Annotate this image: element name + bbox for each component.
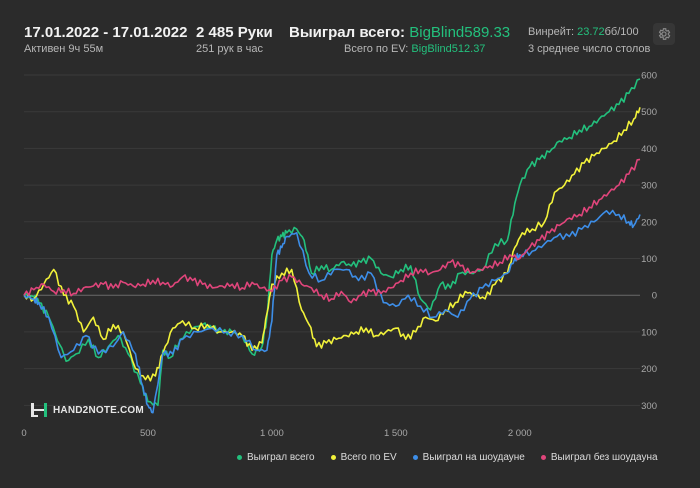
ev-total-label: Всего по EV:: [344, 43, 409, 55]
x-tick-label: 0: [21, 428, 26, 439]
hand2note-logo-icon: [31, 403, 47, 417]
legend-item-ev[interactable]: Всего по EV: [330, 452, 397, 463]
winrate-value: 23.72: [577, 26, 605, 38]
chart-series: [23, 78, 641, 414]
date-range: 17.01.2022 - 17.01.2022: [24, 24, 188, 41]
hands-per-hour: 251 рук в час: [196, 43, 264, 55]
y-tick-label: 400: [641, 144, 657, 155]
legend-label-ev: Всего по EV: [340, 452, 397, 463]
avg-tables: 3 среднее число столов: [528, 43, 651, 55]
legend-dot-ev: [330, 455, 336, 460]
legend-label-won: Выиграл всего: [247, 452, 315, 463]
chart-legend: Выиграл всего Всего по EV Выиграл на шоу…: [237, 452, 658, 463]
series-non-showdown-line: [23, 158, 641, 304]
series-won-line: [23, 78, 641, 407]
y-tick-label: 600: [641, 71, 657, 82]
y-tick-label: 100: [641, 327, 657, 338]
ev-total-value: BigBlind512.37: [411, 43, 486, 55]
legend-label-non-showdown: Выиграл без шоудауна: [550, 452, 658, 463]
winrate-unit: бб/100: [604, 26, 639, 38]
chart-grid: [24, 74, 640, 406]
y-axis-ticks: 600 500 400 300 200 100 0 100 200 300: [641, 71, 657, 412]
winrate: Винрейт: 23.72бб/100: [528, 26, 639, 38]
legend-dot-non-showdown: [540, 455, 546, 460]
x-tick-label: 500: [140, 428, 156, 439]
won-total: Выиграл всего: BigBlind589.33: [289, 24, 510, 41]
legend-label-showdown: Выиграл на шоудауне: [422, 452, 525, 463]
y-tick-label: 0: [652, 291, 657, 302]
hands-count: 2 485 Руки: [196, 24, 273, 41]
x-tick-label: 2 000: [508, 428, 532, 439]
ev-total: Всего по EV: BigBlind512.37: [344, 43, 485, 55]
won-total-value: BigBlind589.33: [409, 24, 511, 41]
gear-icon: [658, 28, 671, 40]
hand2note-logo: HAND2NOTE.COM: [30, 402, 144, 418]
x-axis-ticks: 0 500 1 000 1 500 2 000: [21, 428, 531, 439]
y-tick-label: 100: [641, 254, 657, 265]
won-total-label: Выиграл всего:: [289, 24, 406, 41]
active-time: Активен 9ч 55м: [24, 43, 104, 55]
legend-item-showdown[interactable]: Выиграл на шоудауне: [412, 452, 525, 463]
y-tick-label: 500: [641, 107, 657, 118]
y-tick-label: 300: [641, 181, 657, 192]
series-showdown-line: [23, 209, 641, 414]
x-tick-label: 1 500: [384, 428, 408, 439]
winrate-label: Винрейт:: [528, 26, 575, 38]
series-ev-line: [23, 107, 641, 382]
legend-dot-won: [237, 455, 242, 460]
settings-button[interactable]: [653, 23, 675, 45]
legend-dot-showdown: [412, 455, 418, 460]
legend-item-non-showdown[interactable]: Выиграл без шоудауна: [540, 452, 658, 463]
x-tick-label: 1 000: [260, 428, 284, 439]
y-tick-label: 200: [641, 217, 657, 228]
legend-item-won[interactable]: Выиграл всего: [237, 452, 315, 463]
y-tick-label: 300: [641, 401, 657, 412]
logo-text: HAND2NOTE.COM: [53, 404, 144, 416]
stats-header: 17.01.2022 - 17.01.2022 Активен 9ч 55м 2…: [0, 0, 700, 62]
y-tick-label: 200: [641, 364, 657, 375]
